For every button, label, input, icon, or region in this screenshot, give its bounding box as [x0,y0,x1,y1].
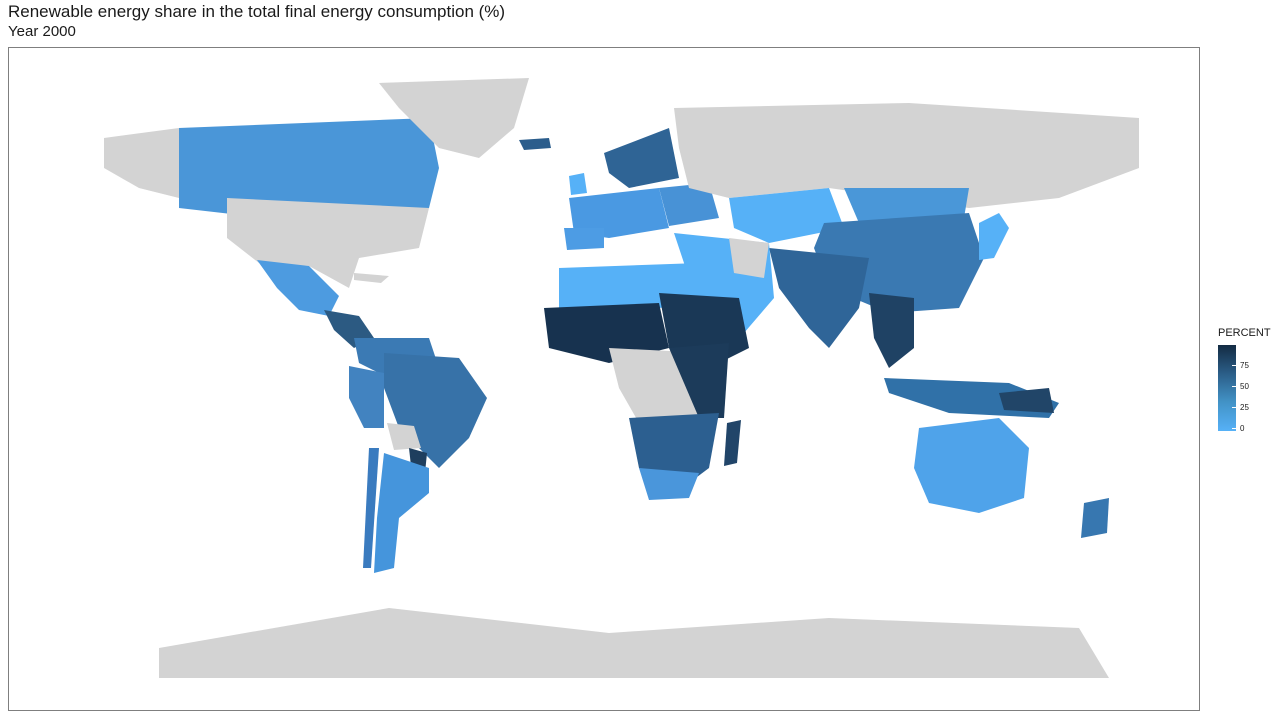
australia [914,418,1029,513]
legend: PERCENT 75 50 25 0 [1216,327,1280,437]
legend-tickmark [1232,407,1238,408]
greenland [379,78,529,158]
canada [179,118,439,216]
russia [674,103,1139,208]
new-guinea [999,388,1054,413]
chile [363,448,379,568]
chart-title: Renewable energy share in the total fina… [8,2,506,21]
antarctica [159,608,1109,678]
new-zealand [1081,498,1109,538]
south-africa [639,468,699,500]
map-panel [8,47,1200,711]
legend-tick-50: 50 [1240,382,1249,391]
chart-subtitle: Year 2000 [8,23,76,40]
western-europe [569,188,669,238]
legend-tick-0: 0 [1240,424,1245,433]
bolivia [387,423,421,450]
iran-saudi-nodata [729,238,769,278]
legend-tickmark [1232,428,1238,429]
mexico [257,260,339,316]
scandinavia [604,128,679,188]
legend-colorbar [1218,345,1238,431]
cuba [354,273,389,283]
peru [349,366,384,428]
east-africa [669,343,729,418]
west-africa [544,303,669,363]
alaska [104,128,179,198]
madagascar [724,420,741,466]
legend-title: PERCENT [1218,327,1271,339]
uk [569,173,587,195]
iceland [519,138,551,150]
legend-tick-25: 25 [1240,403,1249,412]
southeast-asia [869,293,914,368]
iberia [564,228,604,250]
legend-tickmark [1232,365,1238,366]
mongolia [844,188,969,223]
legend-tickmark [1232,386,1238,387]
japan [979,213,1009,260]
usa [227,198,429,288]
eastern-europe [659,183,719,226]
brazil [384,353,487,468]
india [769,248,869,348]
kazakhstan [729,188,844,243]
argentina [374,453,429,573]
world-map [104,78,1139,678]
legend-tick-75: 75 [1240,361,1249,370]
